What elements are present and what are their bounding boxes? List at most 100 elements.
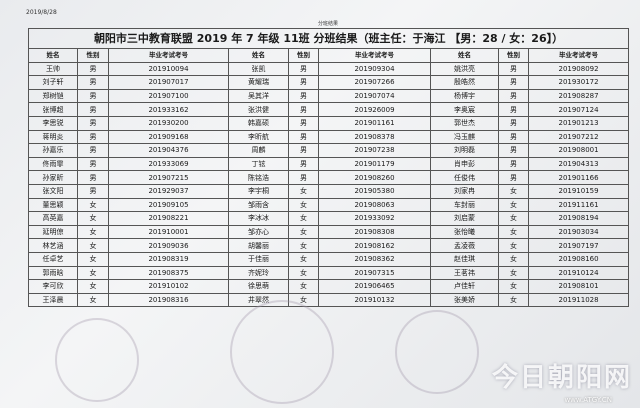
gender-cell: 男 xyxy=(77,183,109,199)
column-header: 姓名 xyxy=(430,48,499,63)
student-name-cell: 陈铭浩 xyxy=(228,170,289,185)
student-name-cell: 王泽晨 xyxy=(28,292,78,308)
student-name-cell: 李奥宸 xyxy=(430,102,499,117)
gender-cell: 女 xyxy=(288,238,319,253)
table-row: 高英嘉女 201908221 李冰冰女 201933092 刘启蒙女 201908194 xyxy=(28,211,630,226)
table-row: 孙家昕男 201907215 陈铭浩男 201908260 任俊伟男 201901166 xyxy=(28,170,630,185)
column-header: 姓名 xyxy=(228,48,289,63)
gender-cell: 男 xyxy=(288,143,319,158)
exam-number-cell: 201909105 xyxy=(108,197,229,213)
exam-number-cell: 201908160 xyxy=(527,251,630,267)
gender-cell: 女 xyxy=(498,224,529,240)
gender-cell: 女 xyxy=(288,265,319,281)
student-name-cell: 高英嘉 xyxy=(28,211,78,226)
gender-cell: 男 xyxy=(77,129,109,145)
gender-cell: 男 xyxy=(77,61,109,77)
gender-cell: 男 xyxy=(77,88,109,104)
exam-number-cell: 201907266 xyxy=(318,75,431,90)
table-row: 任卓艺女 201908319 于佳丽女 201908362 赵佳琪女 201908160 xyxy=(28,251,630,267)
exam-number-cell: 201907315 xyxy=(318,265,431,281)
exam-number-cell: 201901161 xyxy=(318,115,431,131)
exam-number-cell: 201908162 xyxy=(318,238,431,253)
table-row: 李可欣女 201910102 徐思萌女 201906465 卢佳轩女 201908101 xyxy=(28,279,630,294)
table-row: 佟雨霏男 201933069 丁铉男 201901179 肖申彭男 201904313 xyxy=(28,156,630,172)
gender-cell: 男 xyxy=(498,88,529,104)
student-name-cell: 王帅 xyxy=(28,61,78,77)
exam-number-cell: 201908001 xyxy=(527,143,630,158)
watermark-url: www.ATGY.CN xyxy=(564,396,612,404)
student-name-cell: 黄耀瑞 xyxy=(228,75,289,90)
student-name-cell: 胡馨丽 xyxy=(228,238,289,253)
exam-number-cell: 201908316 xyxy=(108,292,229,308)
gender-cell: 女 xyxy=(288,251,319,267)
student-name-cell: 孙家昕 xyxy=(28,170,78,185)
gender-cell: 男 xyxy=(498,156,529,172)
student-name-cell: 邹亦心 xyxy=(228,224,289,240)
gender-cell: 女 xyxy=(288,279,319,294)
student-name-cell: 郭雨晗 xyxy=(28,265,78,281)
sheet-caption: 分班结果 xyxy=(317,21,338,27)
student-name-cell: 刘明磊 xyxy=(430,143,499,158)
gender-cell: 女 xyxy=(288,211,319,226)
student-name-cell: 邹雨含 xyxy=(228,197,289,213)
exam-number-cell: 201926009 xyxy=(318,102,431,117)
column-header: 毕业考试考号 xyxy=(527,48,630,63)
exam-number-cell: 201908362 xyxy=(318,251,431,267)
exam-number-cell: 201906465 xyxy=(318,279,431,294)
student-name-cell: 任卓艺 xyxy=(28,251,78,267)
exam-number-cell: 201908194 xyxy=(527,211,630,226)
student-name-cell: 孙嘉乐 xyxy=(28,143,78,158)
exam-number-cell: 201908260 xyxy=(318,170,431,185)
student-name-cell: 刘子轩 xyxy=(28,75,78,90)
student-name-cell: 李宇桐 xyxy=(228,183,289,199)
exam-number-cell: 201901166 xyxy=(527,170,630,185)
gender-cell: 男 xyxy=(498,102,529,117)
gender-cell: 男 xyxy=(288,75,319,90)
gender-cell: 女 xyxy=(498,251,529,267)
exam-number-cell: 201904376 xyxy=(108,143,229,158)
table-row: 郑树铠男 201907100 吴其洋男 201907074 杨博宇男 201908287 xyxy=(28,88,630,104)
gender-cell: 女 xyxy=(498,211,529,226)
gender-cell: 男 xyxy=(498,143,529,158)
student-name-cell: 李思锐 xyxy=(28,115,78,131)
exam-number-cell: 201907100 xyxy=(108,88,229,104)
exam-number-cell: 201909168 xyxy=(108,129,229,145)
exam-number-cell: 201908378 xyxy=(318,129,431,145)
table-row: 王帅男 201910094 张凯男 201909304 姚洪亮男 201908092 xyxy=(28,61,630,77)
table-row: 王泽晨女 201908316 井翠然女 201910132 张美娇女 201911028 xyxy=(28,292,630,308)
exam-number-cell: 201907124 xyxy=(527,102,630,117)
student-name-cell: 任俊伟 xyxy=(430,170,499,185)
student-name-cell: 徐思萌 xyxy=(228,279,289,294)
student-name-cell: 丁铉 xyxy=(228,156,289,172)
gender-cell: 男 xyxy=(498,170,529,185)
student-name-cell: 林艺涵 xyxy=(28,238,78,253)
gender-cell: 女 xyxy=(498,183,529,199)
student-name-cell: 车封丽 xyxy=(430,197,499,213)
student-name-cell: 张博超 xyxy=(28,102,78,117)
exam-number-cell: 201908308 xyxy=(318,224,431,240)
student-name-cell: 刘家冉 xyxy=(430,183,499,199)
gender-cell: 男 xyxy=(288,129,319,145)
exam-number-cell: 201908221 xyxy=(108,211,229,226)
table-row: 孙嘉乐男 201904376 周麟男 201907238 刘明磊男 201908001 xyxy=(28,143,630,158)
exam-number-cell: 201907017 xyxy=(108,75,229,90)
official-stamp xyxy=(395,310,479,394)
exam-number-cell: 201909304 xyxy=(318,61,431,77)
table-row: 林艺涵女 201909036 胡馨丽女 201908162 孟凌薇女 201907197 xyxy=(28,238,630,253)
table-row: 刘子轩男 201907017 黄耀瑞男 201907266 殷皓然男 201930172 xyxy=(28,75,630,90)
gender-cell: 男 xyxy=(77,75,109,90)
exam-number-cell: 201911028 xyxy=(527,292,630,308)
student-name-cell: 冯玉麒 xyxy=(430,129,499,145)
exam-number-cell: 201910001 xyxy=(108,224,229,240)
exam-number-cell: 201908287 xyxy=(527,88,630,104)
student-name-cell: 张洪健 xyxy=(228,102,289,117)
gender-cell: 男 xyxy=(498,75,529,90)
watermark-logo: 今日朝阳网 xyxy=(491,363,632,393)
student-name-cell: 韩嘉硕 xyxy=(228,115,289,131)
student-name-cell: 肖申彭 xyxy=(430,156,499,172)
gender-cell: 女 xyxy=(77,197,109,213)
column-header: 毕业考试考号 xyxy=(318,48,431,63)
column-header: 姓名 xyxy=(28,48,78,63)
student-name-cell: 周麟 xyxy=(228,143,289,158)
student-name-cell: 郭世杰 xyxy=(430,115,499,131)
